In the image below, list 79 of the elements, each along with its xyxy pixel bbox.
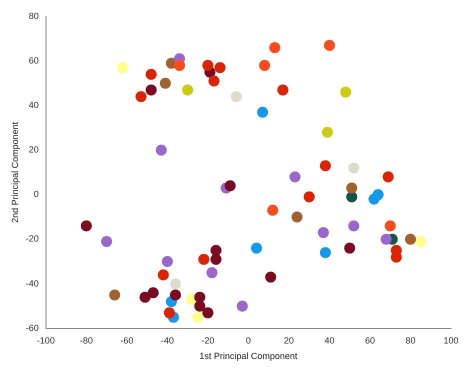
point — [109, 289, 120, 300]
point — [404, 234, 416, 245]
point — [208, 76, 220, 87]
point — [292, 211, 303, 222]
point — [380, 234, 392, 245]
y-tick-label: -60 — [26, 322, 39, 333]
point — [170, 289, 181, 300]
point — [304, 191, 315, 202]
point — [158, 269, 169, 280]
x-tick-label: -80 — [80, 335, 93, 346]
y-tick-label: 80 — [28, 10, 39, 21]
point — [202, 307, 214, 318]
point — [140, 292, 151, 303]
x-tick-label: 80 — [405, 335, 416, 346]
point — [346, 191, 358, 202]
point — [318, 227, 329, 238]
point — [182, 84, 194, 96]
point — [348, 162, 360, 174]
point — [348, 220, 360, 232]
point — [214, 62, 226, 74]
x-tick-label: -40 — [160, 335, 174, 346]
point — [277, 84, 288, 96]
y-axis-title: 2nd Principal Component — [10, 121, 20, 223]
x-tick-label: 20 — [284, 335, 294, 346]
y-tick-label: 60 — [28, 55, 39, 66]
point — [206, 267, 218, 278]
y-tick-label: 0 — [34, 189, 39, 200]
point — [320, 160, 331, 172]
x-tick-label: 40 — [324, 335, 334, 346]
x-tick-label: 0 — [246, 335, 251, 346]
point — [160, 78, 171, 89]
x-tick-label: -60 — [120, 335, 134, 346]
x-axis-title: 1st Principal Component — [199, 351, 298, 362]
point — [267, 204, 278, 216]
point — [346, 182, 358, 194]
point — [146, 84, 157, 96]
point — [257, 106, 268, 118]
point — [322, 126, 333, 138]
point — [236, 300, 248, 312]
point — [117, 62, 128, 74]
point — [101, 236, 112, 247]
point — [198, 254, 210, 265]
point — [415, 236, 426, 247]
point — [224, 180, 236, 192]
x-tick-label: 60 — [364, 335, 375, 346]
point — [230, 91, 242, 102]
point — [320, 247, 331, 258]
point — [210, 244, 222, 256]
point — [324, 40, 335, 51]
point — [290, 171, 300, 182]
point — [170, 278, 181, 290]
y-tick-label: 40 — [28, 100, 39, 110]
y-tick-label: 20 — [28, 144, 39, 155]
point — [162, 256, 173, 268]
point — [194, 300, 206, 312]
x-tick-label: -20 — [201, 335, 214, 346]
point — [340, 86, 352, 98]
point — [146, 68, 157, 80]
point — [384, 220, 396, 232]
point — [269, 42, 280, 54]
point — [80, 220, 92, 232]
x-tick-label: 100 — [443, 335, 459, 346]
point — [210, 254, 222, 265]
point — [265, 272, 276, 283]
point — [136, 91, 147, 102]
point — [156, 144, 167, 156]
point — [259, 60, 270, 71]
x-tick-label: -100 — [36, 335, 55, 346]
point — [174, 60, 186, 71]
point — [344, 242, 356, 254]
point — [372, 189, 384, 200]
point — [251, 242, 262, 254]
point — [382, 171, 394, 182]
point — [148, 287, 159, 298]
y-tick-label: -40 — [26, 278, 39, 288]
point — [164, 307, 175, 318]
point — [202, 60, 214, 71]
point — [192, 312, 204, 323]
y-tick-label: -20 — [26, 234, 39, 244]
